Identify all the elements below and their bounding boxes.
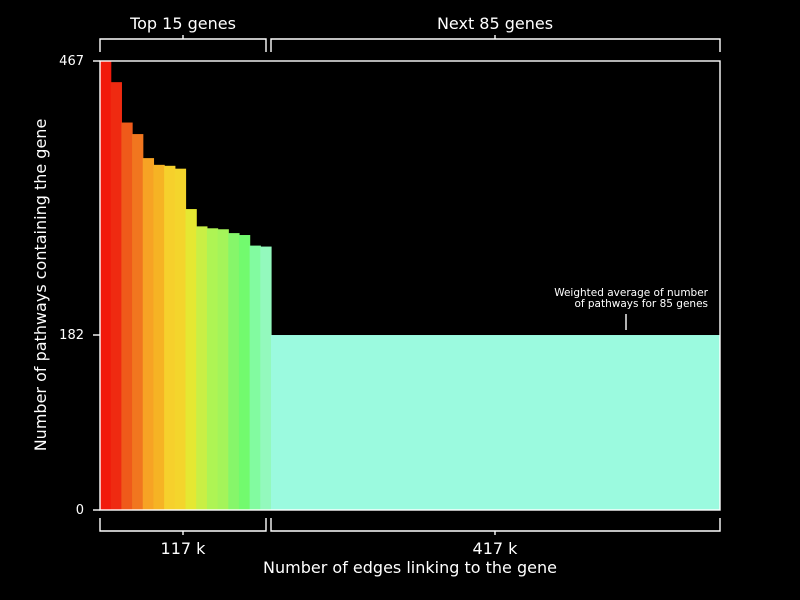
- top-gene-bar: [132, 134, 144, 510]
- top-gene-bar: [121, 122, 133, 510]
- top-gene-bar: [100, 61, 112, 510]
- plot-frame: [99, 60, 721, 511]
- top-gene-bar: [174, 168, 187, 510]
- top-gene-bar: [185, 209, 197, 510]
- bars-layer: [100, 61, 720, 511]
- next-edges-bracket: [270, 518, 721, 535]
- annotation-line-2: of pathways for 85 genes: [574, 298, 708, 310]
- top-gene-bar: [217, 229, 229, 510]
- top-group-label: Top 15 genes: [129, 14, 236, 33]
- top-gene-bar: [238, 235, 251, 510]
- top-edges-label: 117 k: [161, 539, 207, 558]
- top-edges-bracket: [99, 518, 267, 535]
- next-group-bracket: [270, 35, 721, 52]
- top-group-bracket: [99, 35, 267, 52]
- top-gene-bar: [164, 165, 176, 511]
- top-gene-bar: [260, 246, 272, 510]
- top-gene-bar: [206, 228, 219, 510]
- y-tick-label-0: 0: [76, 503, 84, 518]
- annotation-line-1: Weighted average of number: [554, 287, 708, 299]
- top-gene-bar: [249, 245, 261, 510]
- top-gene-bar: [228, 233, 240, 510]
- top-gene-bar: [142, 158, 155, 511]
- x-axis-label: Number of edges linking to the gene: [263, 558, 557, 577]
- y-tick-label-467: 467: [59, 54, 84, 69]
- top-gene-bar: [196, 226, 208, 510]
- top-gene-bar: [110, 82, 122, 510]
- next-edges-label: 417 k: [473, 539, 519, 558]
- top-gene-bar: [153, 164, 165, 510]
- y-tick-label-182: 182: [59, 328, 84, 343]
- y-axis-label: Number of pathways containing the gene: [31, 119, 50, 452]
- next-genes-bar: [271, 335, 720, 510]
- next-group-label: Next 85 genes: [437, 14, 553, 33]
